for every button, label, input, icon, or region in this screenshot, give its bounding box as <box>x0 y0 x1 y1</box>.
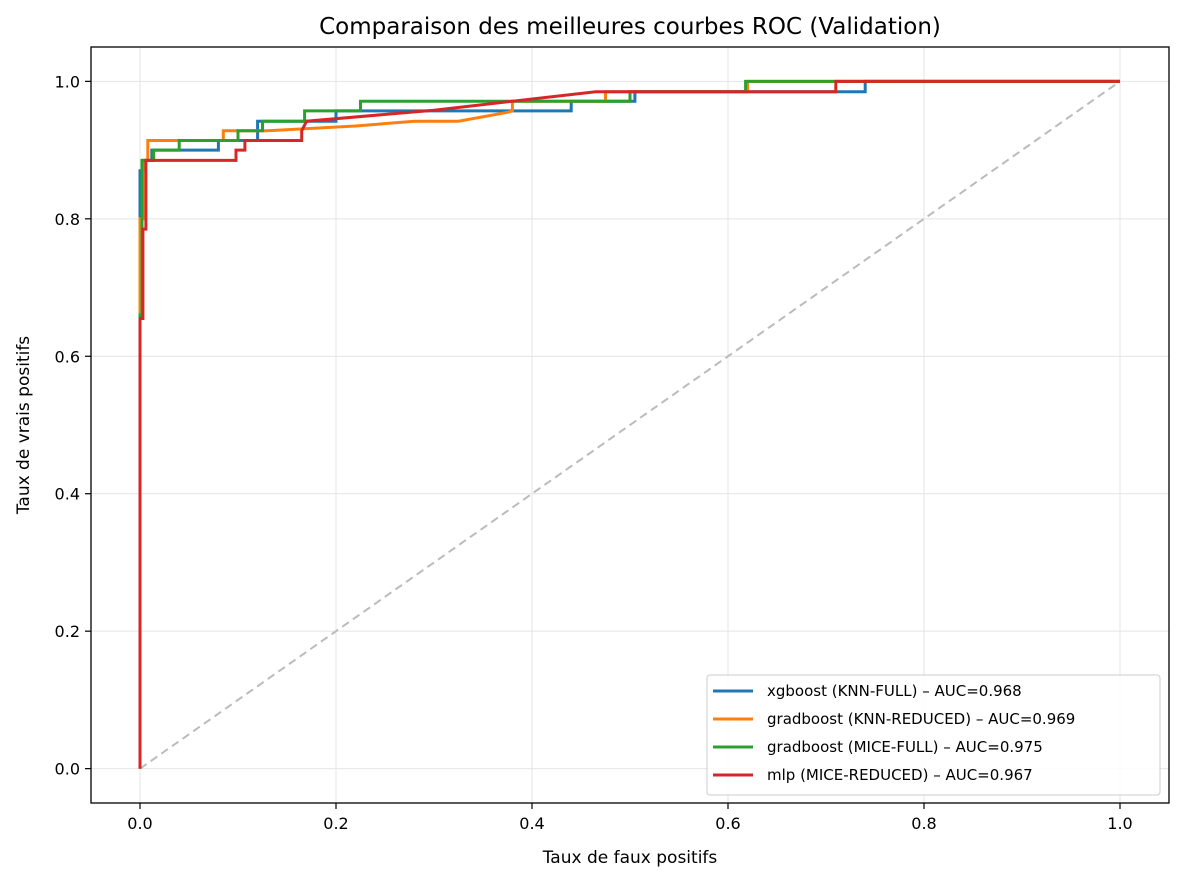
legend-label: xgboost (KNN-FULL) – AUC=0.968 <box>767 682 1022 700</box>
y-tick-label: 1.0 <box>55 72 80 91</box>
y-axis-title: Taux de vrais positifs <box>14 336 34 515</box>
x-tick-label: 0.8 <box>911 814 936 833</box>
legend-label: gradboost (KNN-REDUCED) – AUC=0.969 <box>767 710 1075 728</box>
series-lines <box>138 79 1120 769</box>
chart-title: Comparaison des meilleures courbes ROC (… <box>319 14 941 40</box>
legend-label: mlp (MICE-REDUCED) – AUC=0.967 <box>767 766 1033 784</box>
y-tick-label: 0.4 <box>55 485 80 504</box>
series-line-4 <box>138 79 1120 769</box>
diagonal-line <box>139 80 1121 770</box>
x-tick-label: 1.0 <box>1107 814 1132 833</box>
x-axis-ticks: 0.0 0.2 0.4 0.6 0.8 1.0 <box>127 803 1133 833</box>
diagonal-reference <box>139 80 1121 770</box>
legend: xgboost (KNN-FULL) – AUC=0.968 gradboost … <box>706 674 1161 796</box>
grid <box>91 47 1169 803</box>
y-tick-label: 0.8 <box>55 210 80 229</box>
y-tick-label: 0.2 <box>55 622 80 641</box>
x-tick-label: 0.6 <box>715 814 740 833</box>
x-axis-title: Taux de faux positifs <box>542 848 718 868</box>
y-tick-label: 0.6 <box>55 347 80 366</box>
y-axis-ticks: 0.0 0.2 0.4 0.6 0.8 1.0 <box>55 72 91 779</box>
x-tick-label: 0.0 <box>127 814 152 833</box>
plot-frame <box>90 46 1170 804</box>
x-tick-label: 0.4 <box>519 814 544 833</box>
x-tick-label: 0.2 <box>323 814 348 833</box>
legend-box <box>706 674 1161 796</box>
legend-label: gradboost (MICE-FULL) – AUC=0.975 <box>767 738 1043 756</box>
y-tick-label: 0.0 <box>55 760 80 779</box>
